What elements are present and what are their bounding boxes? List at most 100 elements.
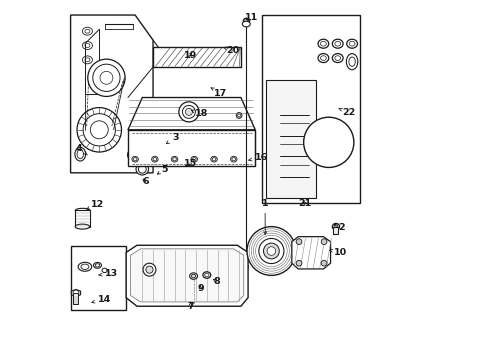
Bar [73,293,78,304]
Ellipse shape [348,41,354,46]
Ellipse shape [82,27,92,35]
Text: 9: 9 [197,284,203,293]
Circle shape [100,71,113,84]
Circle shape [321,239,326,244]
Ellipse shape [192,158,196,161]
Ellipse shape [334,56,340,60]
Circle shape [73,290,79,296]
Text: 15: 15 [183,159,196,168]
Polygon shape [128,98,255,130]
Ellipse shape [237,114,240,117]
Circle shape [182,105,195,118]
Circle shape [145,266,153,273]
Text: 13: 13 [99,269,118,278]
Circle shape [263,243,279,259]
Circle shape [296,239,301,244]
Text: 1: 1 [261,199,268,234]
Ellipse shape [85,58,90,62]
Circle shape [179,102,199,122]
Bar [261,15,360,203]
Circle shape [88,59,125,96]
Ellipse shape [133,158,137,161]
Ellipse shape [93,262,101,268]
Text: 5: 5 [157,165,167,174]
Circle shape [251,231,291,271]
Ellipse shape [82,56,92,64]
Polygon shape [126,245,247,306]
Circle shape [304,118,352,167]
Ellipse shape [332,39,343,48]
Text: 17: 17 [211,88,227,98]
Polygon shape [71,289,81,297]
Ellipse shape [149,161,153,165]
Ellipse shape [346,39,357,48]
Text: 18: 18 [191,109,208,118]
Ellipse shape [82,41,92,49]
Ellipse shape [132,156,138,162]
Ellipse shape [230,156,237,162]
Ellipse shape [102,268,107,273]
Circle shape [321,260,326,266]
Text: 14: 14 [92,294,111,303]
Circle shape [90,121,108,139]
Ellipse shape [333,225,337,228]
Circle shape [317,131,340,154]
Ellipse shape [130,150,140,160]
Polygon shape [265,80,316,198]
Ellipse shape [332,224,339,230]
Text: 20: 20 [223,46,239,55]
Ellipse shape [171,156,178,162]
Ellipse shape [151,156,158,162]
Text: 8: 8 [212,276,219,285]
Polygon shape [291,237,330,269]
Circle shape [185,108,192,116]
Ellipse shape [303,117,353,167]
Text: 21: 21 [298,199,311,208]
Circle shape [266,247,275,255]
Ellipse shape [95,264,100,267]
Ellipse shape [191,274,195,278]
Polygon shape [153,47,241,67]
Ellipse shape [317,39,328,48]
Ellipse shape [85,44,90,48]
Ellipse shape [244,265,248,269]
Ellipse shape [203,272,210,278]
Circle shape [309,124,346,161]
Text: 3: 3 [166,133,178,144]
Ellipse shape [127,147,142,162]
Text: 16: 16 [248,153,267,162]
Ellipse shape [334,41,340,46]
Ellipse shape [236,113,242,118]
Bar [75,211,89,226]
Ellipse shape [85,29,90,33]
Text: 12: 12 [87,200,104,209]
Circle shape [249,229,293,273]
Ellipse shape [81,264,89,270]
Polygon shape [130,249,244,302]
Ellipse shape [320,41,325,46]
Ellipse shape [231,158,235,161]
Text: 2: 2 [334,223,345,232]
Text: 4: 4 [76,144,87,155]
Bar [333,226,338,234]
Ellipse shape [75,224,89,229]
Ellipse shape [348,57,355,66]
Ellipse shape [242,21,250,27]
Circle shape [243,18,249,24]
Circle shape [77,108,121,152]
Ellipse shape [191,156,197,162]
Ellipse shape [138,165,146,173]
Circle shape [142,263,156,276]
Text: 6: 6 [142,177,149,186]
Ellipse shape [153,158,156,161]
Ellipse shape [346,54,357,70]
Ellipse shape [75,147,85,161]
Ellipse shape [317,54,328,63]
Text: 10: 10 [329,248,346,257]
Ellipse shape [212,158,215,161]
Ellipse shape [204,273,208,277]
Ellipse shape [78,262,92,271]
Ellipse shape [332,54,343,63]
Circle shape [255,235,286,267]
Text: 11: 11 [244,13,258,22]
